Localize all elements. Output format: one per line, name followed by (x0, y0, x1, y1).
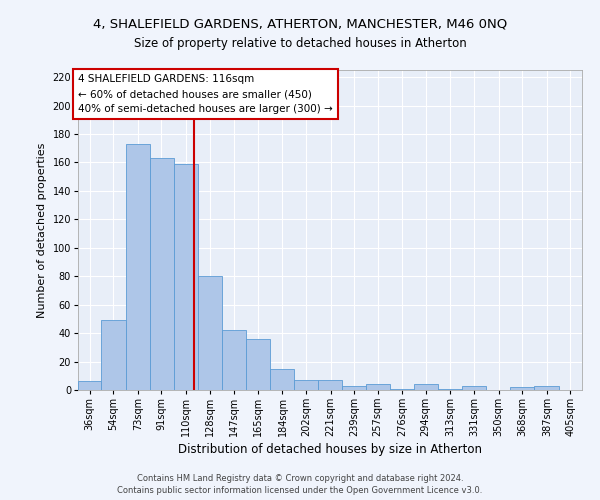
Text: Contains public sector information licensed under the Open Government Licence v3: Contains public sector information licen… (118, 486, 482, 495)
Bar (511, 387, 535, 390)
Y-axis label: Number of detached properties: Number of detached properties (37, 142, 47, 318)
Bar (294, 380, 318, 390)
Text: Size of property relative to detached houses in Atherton: Size of property relative to detached ho… (134, 38, 466, 51)
Bar (198, 276, 222, 390)
Text: 4, SHALEFIELD GARDENS, ATHERTON, MANCHESTER, M46 0NQ: 4, SHALEFIELD GARDENS, ATHERTON, MANCHES… (93, 18, 507, 30)
Bar (101, 320, 125, 390)
Bar (462, 386, 486, 390)
Bar (78, 382, 101, 390)
Bar (390, 388, 414, 390)
Bar (125, 144, 149, 390)
X-axis label: Distribution of detached houses by size in Atherton: Distribution of detached houses by size … (178, 444, 482, 456)
Bar (414, 384, 438, 390)
Bar (366, 384, 390, 390)
Bar (343, 386, 366, 390)
Bar (535, 386, 559, 390)
Bar (149, 158, 174, 390)
Bar (318, 380, 343, 390)
Bar (246, 339, 270, 390)
Bar (174, 164, 198, 390)
Bar (222, 330, 246, 390)
Bar (270, 368, 294, 390)
Text: 4 SHALEFIELD GARDENS: 116sqm
← 60% of detached houses are smaller (450)
40% of s: 4 SHALEFIELD GARDENS: 116sqm ← 60% of de… (79, 74, 333, 114)
Bar (438, 388, 462, 390)
Text: Contains HM Land Registry data © Crown copyright and database right 2024.: Contains HM Land Registry data © Crown c… (137, 474, 463, 483)
